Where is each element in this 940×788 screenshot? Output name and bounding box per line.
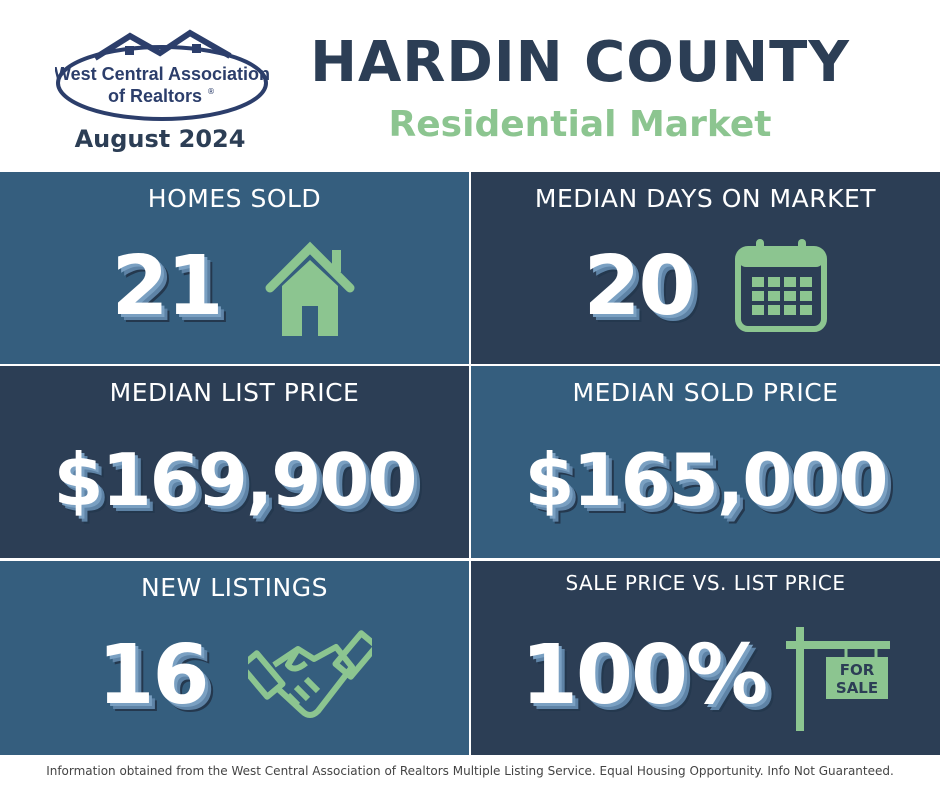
stat-label: MEDIAN DAYS ON MARKET [534,184,877,213]
handshake-icon [247,630,372,718]
stat-label: HOMES SOLD [147,184,322,213]
period: August 2024 [74,125,246,153]
stat-value: 20 [583,238,695,334]
logo-line2: of Realtors [108,86,202,106]
stat-value: $169,900 [53,438,417,522]
for-sale-sign: FOR SALE [786,627,891,731]
stat-tile: MEDIAN DAYS ON MARKET 20 [471,172,940,364]
logo-line1: West Central Association [55,64,270,84]
stat-label: MEDIAN LIST PRICE [109,378,360,407]
stat-value: $165,000 [524,438,888,522]
stat-value: 16 [97,627,209,723]
title: HARDIN COUNTY [310,30,850,95]
stat-label: MEDIAN SOLD PRICE [572,378,839,407]
stat-tile: HOMES SOLD 21 [0,172,469,364]
stat-tile: MEDIAN SOLD PRICE $165,000 [471,366,940,558]
stat-value: 21 [111,238,223,334]
sign-text: FOR [840,661,875,679]
subtitle: Residential Market [388,104,772,145]
logo: West Central Association of Realtors ® [55,29,270,121]
stat-tile: MEDIAN LIST PRICE $169,900 [0,366,469,558]
stat-tile: NEW LISTINGS 16 [0,561,469,755]
stat-label: SALE PRICE VS. LIST PRICE [565,571,846,595]
logo-mark: ® [207,87,215,96]
calendar-icon [734,239,827,332]
stat-value: 100% [520,627,768,723]
stat-label: NEW LISTINGS [141,573,328,602]
footer: Information obtained from the West Centr… [46,764,894,778]
house-icon [265,241,355,336]
stat-tile: SALE PRICE VS. LIST PRICE 100% FOR SALE [471,561,940,755]
sign-text: SALE [836,679,878,697]
